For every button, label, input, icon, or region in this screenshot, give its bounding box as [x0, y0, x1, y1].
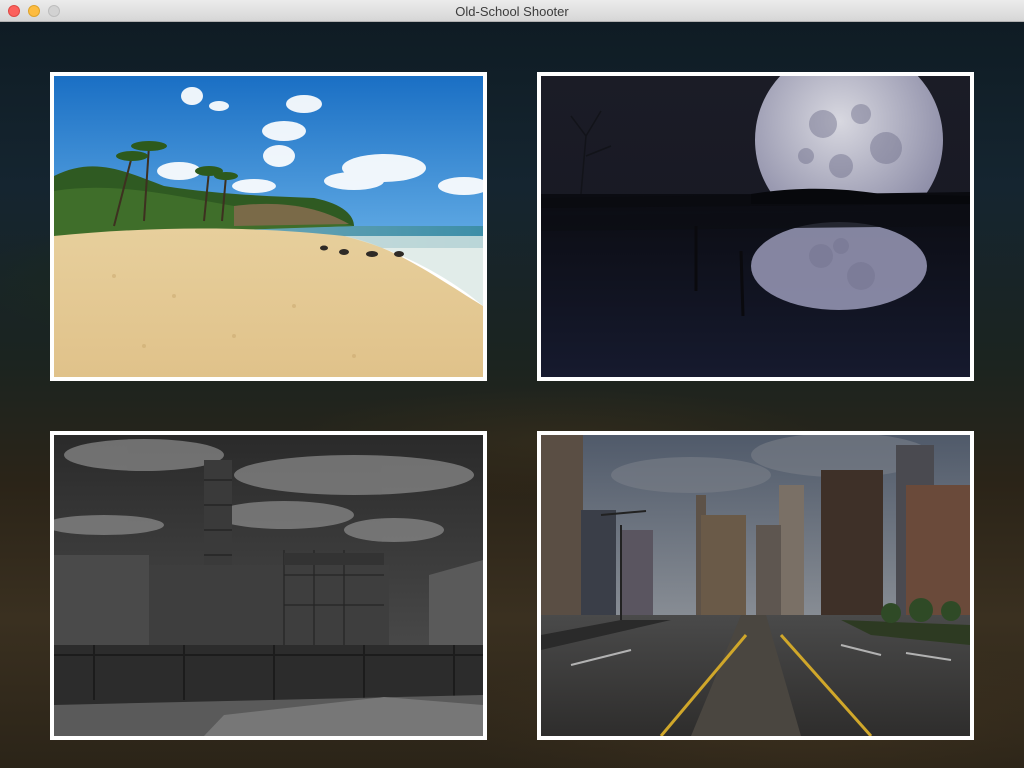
level-tile-moon-night[interactable] [537, 72, 974, 381]
level-tile-city-street[interactable] [537, 431, 974, 740]
level-tile-chernobyl[interactable] [50, 431, 487, 740]
beach-image [54, 76, 483, 377]
city-street-image [541, 435, 970, 736]
window-title: Old-School Shooter [455, 4, 569, 19]
minimize-window-icon[interactable] [28, 5, 40, 17]
close-window-icon[interactable] [8, 5, 20, 17]
level-tile-beach[interactable] [50, 72, 487, 381]
zoom-window-icon[interactable] [48, 5, 60, 17]
moon-night-image [541, 76, 970, 377]
chernobyl-image [54, 435, 483, 736]
window-titlebar[interactable]: Old-School Shooter [0, 0, 1024, 22]
